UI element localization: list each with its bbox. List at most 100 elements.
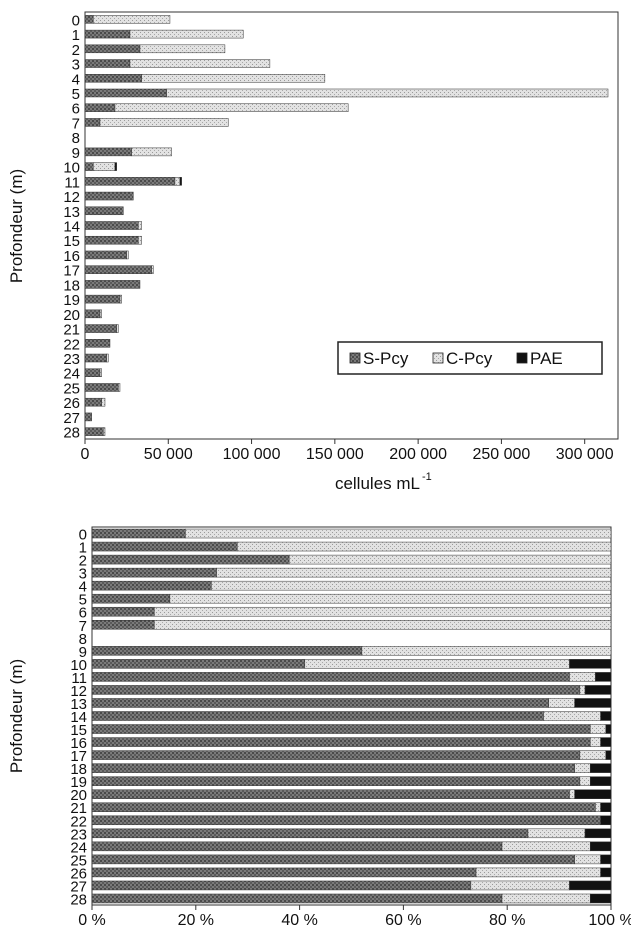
chart-1-bar-s-pcy-depth-26 (84, 397, 102, 407)
chart-2-y-tick-label: 27 (70, 878, 87, 895)
chart-2-y-tick-label: 16 (70, 735, 87, 752)
chart-1-bar-c-pcy-depth-5 (166, 88, 609, 98)
chart-1-y-tick-label: 1 (72, 27, 80, 44)
chart-2-bar-s-pcy-depth-25 (91, 854, 575, 865)
chart-2-y-tick-label: 20 (70, 787, 87, 804)
chart-1-y-tick-label: 13 (63, 204, 80, 221)
chart-2-bar-s-pcy-depth-21 (91, 802, 596, 812)
chart-2-bar-s-pcy-depth-7 (91, 620, 155, 630)
chart-1-y-tick-label: 8 (72, 130, 80, 147)
chart-2-x-tick-label: 0 % (78, 912, 106, 929)
chart-1-bar-c-pcy-depth-9 (131, 147, 172, 157)
chart-1-y-tick-label: 27 (63, 410, 80, 427)
chart-2-bar-c-pcy-depth-24 (501, 841, 591, 852)
chart-2-bar-pae-depth-22 (600, 815, 612, 826)
chart-1-bar-s-pcy-depth-11 (84, 177, 176, 186)
chart-2-bar-s-pcy-depth-0 (91, 528, 186, 539)
chart-1-bar-s-pcy-depth-21 (84, 324, 117, 333)
chart-2-y-tick-label: 11 (71, 670, 87, 687)
chart-2-x-tick-label: 80 % (489, 912, 525, 929)
chart-2-bar-c-pcy-depth-20 (569, 789, 575, 799)
chart-2-bar-s-pcy-depth-1 (91, 541, 238, 552)
chart-2-y-tick-label: 25 (70, 852, 87, 869)
chart-2-bar-c-pcy-depth-4 (211, 580, 612, 591)
chart-1-bar-s-pcy-depth-25 (84, 383, 119, 392)
chart-1-bar-c-pcy-depth-21 (116, 324, 119, 333)
chart-1-bar-c-pcy-depth-4 (141, 74, 326, 83)
chart-1-y-tick-label: 26 (63, 395, 80, 412)
chart-2-bar-c-pcy-depth-19 (579, 776, 591, 786)
chart-2-bar-c-pcy-depth-7 (154, 620, 612, 630)
chart-2-y-tick-label: 3 (79, 566, 87, 583)
chart-1-bar-c-pcy-depth-28 (103, 427, 106, 436)
chart-1-bar-s-pcy-depth-18 (84, 280, 141, 289)
chart-1-x-axis-title-superscript: -1 (422, 471, 432, 483)
chart-1-y-tick-label: 4 (72, 71, 80, 88)
chart-1-bar-c-pcy-depth-17 (151, 265, 154, 274)
chart-2-bar-s-pcy-depth-24 (91, 841, 503, 852)
chart-1-x-tick-label: 300 000 (556, 446, 614, 463)
chart-1-bar-s-pcy-depth-9 (84, 147, 132, 157)
chart-2-bar-c-pcy-depth-16 (589, 737, 601, 747)
chart-2-bar-c-pcy-depth-9 (361, 646, 612, 656)
chart-2-y-tick-label: 6 (79, 605, 87, 622)
chart-2-bar-pae-depth-24 (589, 841, 612, 852)
chart-2-bar-s-pcy-depth-23 (91, 828, 529, 839)
chart-2-bar-s-pcy-depth-28 (91, 893, 503, 904)
chart-1-y-tick-label: 21 (63, 322, 80, 339)
chart-1-y-tick-label: 9 (72, 145, 80, 162)
chart-1-x-tick-label: 200 000 (389, 446, 447, 463)
legend-label-pae: PAE (530, 349, 563, 368)
chart-2-bar-c-pcy-depth-18 (574, 763, 591, 773)
chart-1-x-tick-label: 0 (81, 446, 90, 463)
chart-2-bar-c-pcy-depth-28 (501, 893, 591, 904)
chart-2-bar-s-pcy-depth-2 (91, 554, 290, 565)
chart-2-bar-s-pcy-depth-27 (91, 880, 472, 891)
chart-1-x-tick-label: 50 000 (144, 446, 193, 463)
chart-2-bar-s-pcy-depth-13 (91, 698, 549, 708)
chart-2-y-tick-label: 8 (79, 631, 87, 648)
chart-1-bar-pae-depth-11 (179, 177, 182, 186)
chart-1-y-tick-label: 19 (63, 292, 80, 309)
chart-2-bar-c-pcy-depth-10 (304, 659, 570, 669)
chart-2-bar-c-pcy-depth-25 (574, 854, 601, 865)
chart-2-bar-s-pcy-depth-16 (91, 737, 591, 747)
chart-1-bar-c-pcy-depth-23 (106, 353, 109, 363)
chart-2-bar-pae-depth-16 (600, 737, 612, 747)
chart-2-bar-c-pcy-depth-11 (569, 672, 596, 682)
chart-2-bar-s-pcy-depth-17 (91, 750, 581, 760)
chart-2-bar-c-pcy-depth-2 (288, 554, 612, 565)
chart-2-bar-pae-depth-15 (605, 724, 612, 734)
chart-1-bar-c-pcy-depth-14 (138, 221, 142, 230)
chart-1-y-tick-label: 20 (63, 307, 80, 324)
chart-2-bar-s-pcy-depth-11 (91, 672, 570, 682)
chart-1-bar-s-pcy-depth-12 (84, 191, 134, 201)
chart-2-y-tick-label: 2 (79, 553, 87, 570)
chart-1-x-tick-label: 100 000 (223, 446, 281, 463)
chart-1-bar-s-pcy-depth-4 (84, 74, 142, 83)
chart-1-x-tick-label: 250 000 (472, 446, 530, 463)
chart-2-bar-c-pcy-depth-3 (216, 567, 612, 578)
chart-1-bar-c-pcy-depth-15 (138, 235, 142, 245)
chart-1-y-tick-label: 15 (63, 233, 80, 250)
chart-2-y-tick-label: 28 (70, 891, 87, 908)
chart-2-bar-c-pcy-depth-27 (470, 880, 570, 891)
chart-1-bar-s-pcy-depth-6 (84, 103, 116, 112)
chart-2-x-ticks: 0 % 20 % 40 % 60 % 80 % 100 % (78, 905, 631, 929)
chart-1-bar-s-pcy-depth-0 (84, 15, 94, 24)
chart-1-bar-c-pcy-depth-2 (139, 44, 226, 54)
chart-1-bar-s-pcy-depth-16 (84, 250, 127, 260)
chart-2-bars (91, 528, 612, 904)
chart-1-bar-s-pcy-depth-7 (84, 118, 101, 127)
chart-2-y-tick-label: 9 (79, 644, 87, 661)
chart-2-y-tick-label: 7 (79, 618, 87, 635)
chart-1-bar-s-pcy-depth-27 (84, 412, 92, 422)
chart-1-y-tick-label: 14 (63, 219, 80, 236)
chart-2-y-tick-label: 0 (79, 527, 87, 544)
chart-1-bar-c-pcy-depth-26 (101, 397, 106, 407)
chart-2-y-tick-label: 15 (70, 722, 87, 739)
legend-label-s-pcy: S-Pcy (363, 349, 409, 368)
chart-1-bar-s-pcy-depth-2 (84, 44, 141, 54)
chart-1-y-tick-labels: 0123456789101112131415161718192021222324… (63, 12, 80, 441)
chart-1-bar-s-pcy-depth-19 (84, 294, 121, 304)
